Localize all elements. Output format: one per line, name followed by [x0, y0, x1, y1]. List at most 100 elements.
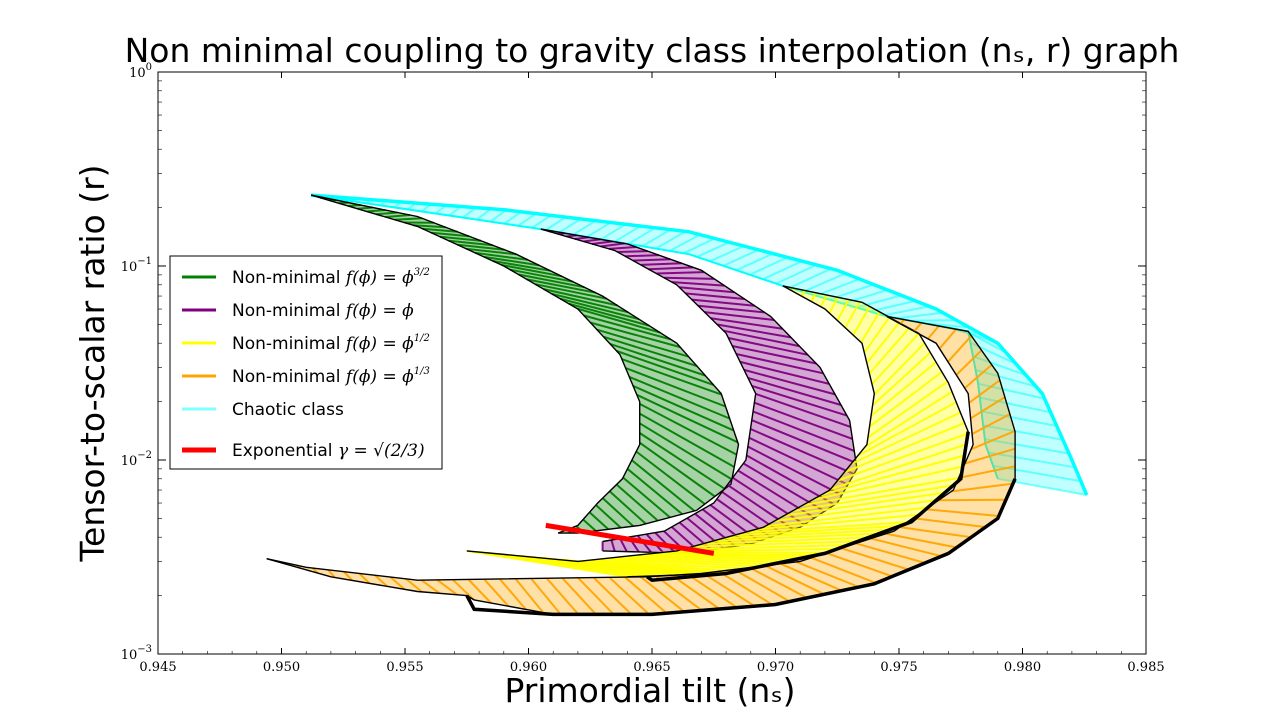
plot-content	[266, 193, 1089, 617]
series-band-2	[466, 285, 969, 577]
series-hatch	[728, 337, 809, 356]
series-hatch	[984, 438, 1070, 455]
series-hatch	[639, 441, 716, 498]
series-hatch	[632, 258, 671, 262]
series-hatch	[679, 286, 735, 294]
series-hatch	[664, 276, 715, 280]
x-tick-label: 0.975	[880, 660, 917, 675]
series-hatch	[518, 273, 585, 289]
series-hatch	[701, 508, 748, 546]
legend-label: Chaotic class	[232, 400, 344, 420]
series-hatch	[964, 363, 993, 389]
series-hatch	[744, 521, 911, 534]
series-hatch	[836, 299, 850, 321]
legend-label: Non-minimal f(ϕ) = ϕ1/3	[232, 366, 430, 387]
series-hatch	[774, 499, 937, 523]
series-hatch	[844, 301, 861, 329]
series-hatch	[736, 252, 774, 272]
series-hatch	[837, 432, 969, 482]
series-hatch	[490, 209, 507, 223]
series-hatch	[762, 260, 803, 281]
series-1	[540, 228, 858, 555]
series-hatch	[747, 445, 843, 496]
series-inner-line	[310, 194, 641, 534]
series-hatch	[870, 361, 937, 417]
series-hatch	[843, 421, 965, 474]
series-hatch	[576, 307, 661, 334]
series-hatch	[873, 342, 926, 396]
series-hatch	[783, 491, 945, 517]
series-hatch	[655, 230, 686, 250]
series-hatch	[588, 511, 609, 531]
series-hatch	[802, 476, 962, 507]
series-hatch	[718, 570, 773, 606]
legend: Non-minimal f(ϕ) = ϕ3/2 Non-minimal f(ϕ) …	[169, 255, 443, 470]
series-hatch	[842, 288, 888, 305]
series-hatch	[568, 302, 650, 327]
series-hatch	[466, 247, 517, 256]
series-hatch	[789, 267, 832, 289]
series-outer-line	[310, 194, 740, 534]
series-hatch	[796, 560, 860, 588]
series-hatch	[816, 278, 860, 297]
series-hatch	[586, 221, 612, 238]
series-hatch	[710, 317, 783, 330]
x-tick-label: 0.980	[1004, 660, 1041, 675]
series-hatch	[640, 576, 685, 613]
series-hatch	[885, 532, 957, 549]
legend-label: Non-minimal f(ϕ) = ϕ	[232, 301, 414, 321]
series-hatch	[639, 432, 726, 490]
series-hatch	[970, 430, 1016, 451]
series-hatch	[764, 564, 825, 596]
series-hatch	[800, 289, 806, 297]
envelope-line-0	[465, 478, 1017, 617]
series-hatch	[616, 350, 714, 386]
series-hatch	[626, 468, 683, 515]
series-hatch	[602, 497, 634, 527]
series-hatch	[749, 566, 808, 599]
series-hatch	[394, 217, 423, 221]
series-hatch	[764, 506, 929, 528]
series-hatch	[938, 498, 1006, 502]
series-hatch	[585, 559, 751, 570]
series-hatch	[775, 263, 817, 285]
series-hatch	[754, 513, 920, 531]
x-tick-label: 0.955	[386, 660, 423, 675]
series-hatch	[755, 392, 851, 428]
series-hatch	[968, 379, 1001, 404]
series-hatch	[736, 353, 824, 375]
series-hatch	[977, 382, 1045, 400]
x-tick-label: 0.950	[263, 660, 300, 675]
series-hatch	[979, 396, 1051, 414]
series-hatch	[811, 556, 877, 585]
series-hatch	[723, 528, 890, 540]
series-hatch	[752, 410, 855, 452]
series-hatch	[810, 292, 817, 302]
series-hatch	[655, 575, 703, 612]
series-hatch	[743, 368, 836, 396]
series-hatch	[852, 306, 871, 336]
series-hatch	[971, 413, 1011, 435]
legend-label: Non-minimal f(ϕ) = ϕ3/2	[232, 267, 430, 288]
series-hatch	[955, 349, 983, 376]
series-hatch	[687, 573, 738, 609]
series-hatch	[981, 410, 1057, 427]
series-hatch	[649, 552, 816, 557]
series-hatch	[501, 264, 562, 278]
series-hatch	[627, 226, 657, 245]
series-hatch	[439, 235, 481, 242]
series-hatch	[452, 578, 475, 601]
series-hatch	[712, 532, 880, 542]
series-hatch	[749, 256, 788, 276]
series-hatch	[732, 345, 817, 365]
series-hatch	[830, 443, 967, 491]
series-hatch	[802, 272, 846, 293]
series-hatch	[899, 526, 972, 539]
series-hatch	[722, 248, 759, 267]
series-hatch	[747, 376, 842, 406]
series-hatch	[964, 447, 1016, 465]
series-hatch	[899, 318, 905, 325]
series-hatch	[492, 260, 551, 272]
series-hatch	[685, 292, 745, 300]
